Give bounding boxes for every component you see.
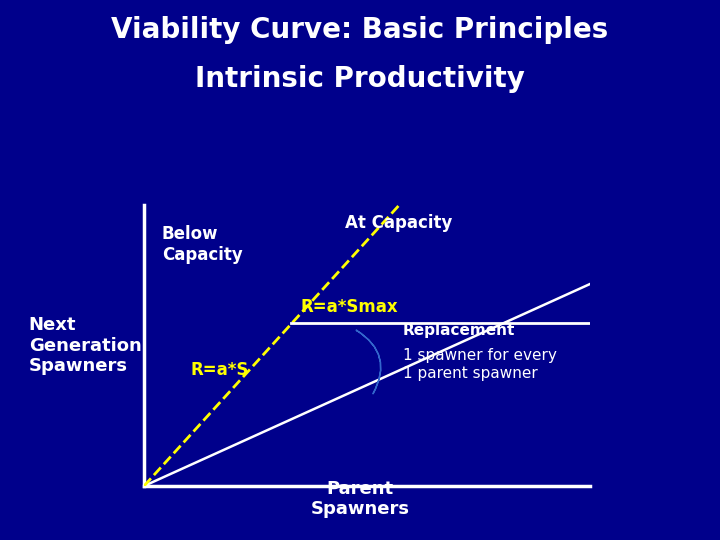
Text: Parent
Spawners: Parent Spawners (310, 480, 410, 518)
Text: 1 spawner for every
1 parent spawner: 1 spawner for every 1 parent spawner (403, 348, 557, 381)
Text: Below
Capacity: Below Capacity (162, 225, 243, 264)
FancyArrowPatch shape (356, 330, 381, 394)
Text: Replacement: Replacement (403, 323, 516, 338)
Text: Viability Curve: Basic Principles: Viability Curve: Basic Principles (112, 16, 608, 44)
Text: Intrinsic Productivity: Intrinsic Productivity (195, 65, 525, 93)
Text: R=a*Smax: R=a*Smax (300, 298, 398, 316)
Text: At Capacity: At Capacity (345, 214, 452, 232)
Text: R=a*S: R=a*S (191, 361, 249, 379)
Text: Next
Generation
Spawners: Next Generation Spawners (29, 316, 142, 375)
